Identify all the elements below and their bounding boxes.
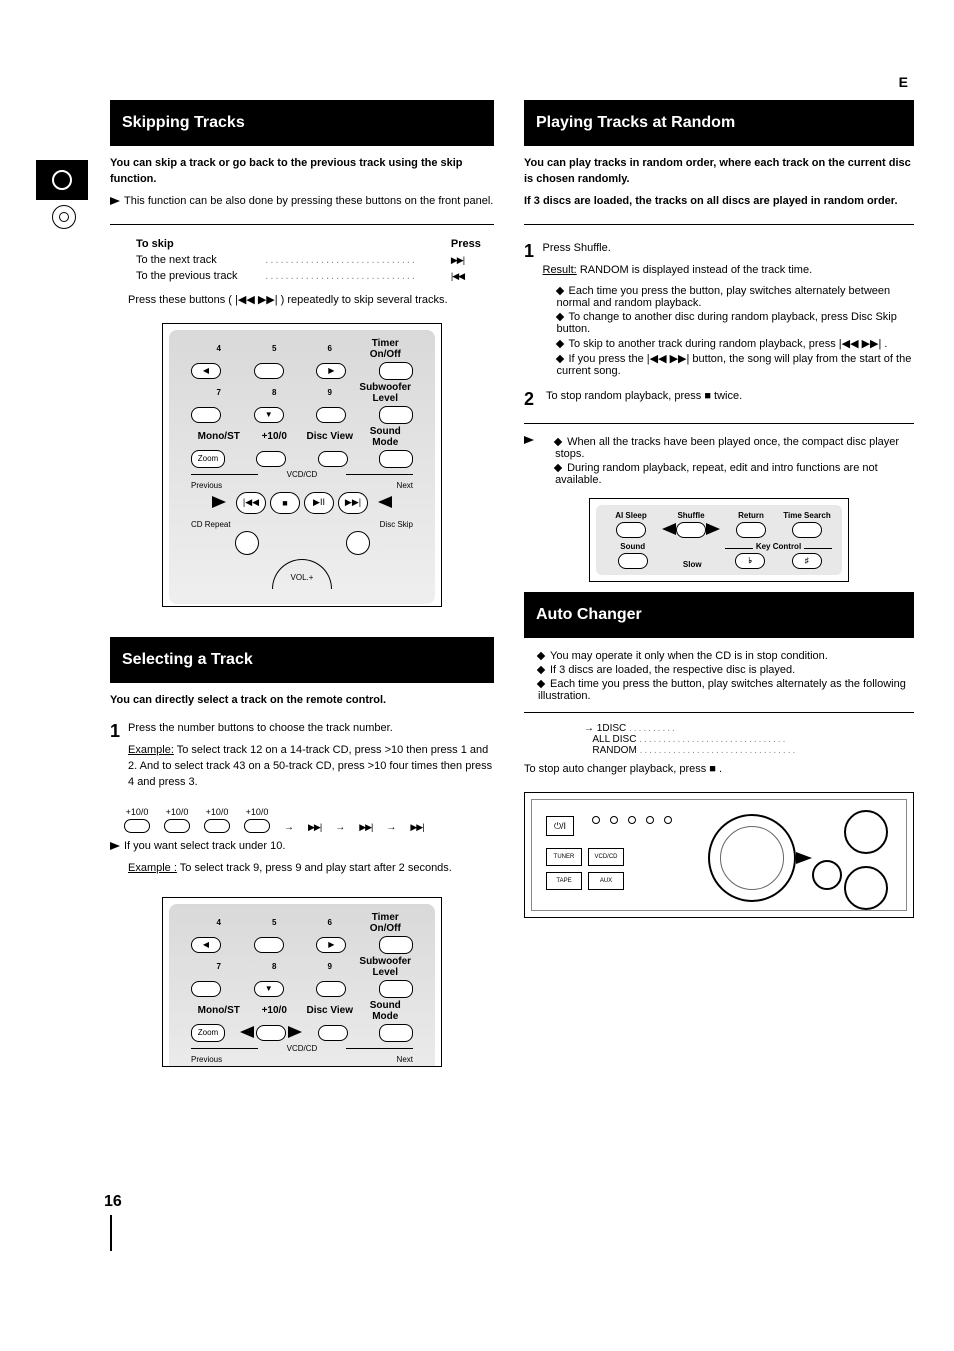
divider bbox=[110, 224, 494, 225]
zoom-button: Zoom bbox=[191, 450, 225, 468]
section-title-random: Playing Tracks at Random bbox=[524, 100, 914, 146]
page-language-tag: E bbox=[899, 74, 908, 90]
intro-text: You can directly select a track on the r… bbox=[110, 693, 494, 709]
knob bbox=[844, 866, 888, 910]
remote-shuffle-illustration: AI Sleep Shuffle Return Time Search Soun… bbox=[589, 498, 849, 582]
repeat-note: Press these buttons ( |◀◀ ▶▶| ) repeated… bbox=[128, 293, 494, 309]
intro-text: If 3 discs are loaded, the tracks on all… bbox=[524, 194, 914, 210]
stop-button: ■ bbox=[270, 492, 300, 514]
tips: When all the tracks have been played onc… bbox=[524, 434, 914, 488]
note: This function can be also done by pressi… bbox=[110, 194, 494, 210]
note: If you want select track under 10. bbox=[110, 839, 494, 855]
section-title-skipping: Skipping Tracks bbox=[110, 100, 494, 146]
disc-icon bbox=[52, 205, 76, 229]
section-title-auto-changer: Auto Changer bbox=[524, 592, 914, 638]
pointer-icon bbox=[212, 496, 226, 508]
list-item: Each time you press the button, play swi… bbox=[557, 285, 915, 309]
page-number-bar bbox=[110, 1215, 112, 1251]
remote-illustration: 456Timer On/Off ◀ ▶ 789Subwoofer Level ▼… bbox=[162, 323, 442, 607]
section-title-selecting: Selecting a Track bbox=[110, 637, 494, 683]
previous-label: Previous bbox=[191, 481, 222, 490]
intro-text: You can skip a track or go back to the p… bbox=[110, 156, 494, 188]
pointer-icon bbox=[796, 852, 812, 864]
auto-changer-sequence: → 1DISC .......... ALL DISC ............… bbox=[584, 723, 914, 756]
intro-text: You can play tracks in random order, whe… bbox=[524, 156, 914, 188]
play-pause-button: ▶II bbox=[304, 492, 334, 514]
table-row: To the next track.......................… bbox=[130, 253, 492, 267]
next-button: ▶▶| bbox=[338, 492, 368, 514]
plus10-row: +10/0 +10/0 +10/0 +10/0 → → → bbox=[124, 807, 494, 833]
list-item: To skip to another track during random p… bbox=[557, 337, 915, 350]
pointer-icon bbox=[378, 496, 392, 508]
prev-icon bbox=[451, 270, 464, 282]
remote-illustration-2: 456Timer On/Off ◀ ▶ 789Subwoofer Level ▼… bbox=[162, 897, 442, 1067]
step-1: 1 Press Shuffle. Result: RANDOM is displ… bbox=[524, 241, 914, 379]
circle-icon bbox=[52, 170, 72, 190]
vcd-cd-label: VCD/CD bbox=[191, 470, 413, 479]
prev-button: |◀◀ bbox=[236, 492, 266, 514]
page-number: 16 bbox=[104, 1193, 122, 1211]
side-tab bbox=[36, 160, 88, 200]
disc-skip-label: Disc Skip bbox=[380, 520, 413, 529]
auto-changer-stop: To stop auto changer playback, press ■ . bbox=[524, 762, 914, 778]
step-1: 1 Press the number buttons to choose the… bbox=[110, 721, 494, 797]
skip-table: To skipPress To the next track..........… bbox=[128, 235, 494, 285]
step-2: 2 To stop random playback, press ■ twice… bbox=[524, 389, 914, 411]
jog-dial bbox=[708, 814, 796, 902]
list-item: To change to another disc during random … bbox=[557, 311, 915, 335]
table-row: To the previous track...................… bbox=[130, 269, 492, 283]
cd-repeat-label: CD Repeat bbox=[191, 520, 231, 529]
auto-changer-list: You may operate it only when the CD is i… bbox=[538, 648, 914, 704]
next-icon bbox=[451, 254, 464, 266]
next-label: Next bbox=[397, 481, 413, 490]
indicator-row bbox=[592, 816, 672, 824]
list-item: If you press the |◀◀ ▶▶| button, the son… bbox=[557, 352, 915, 377]
power-button: ⏻/I bbox=[546, 816, 574, 836]
vol-label: VOL.+ bbox=[291, 573, 314, 582]
player-panel-illustration: ⏻/I TUNERVCD/CD TAPEAUX bbox=[524, 792, 914, 918]
knob bbox=[812, 860, 842, 890]
knob bbox=[844, 810, 888, 854]
note-arrow-icon bbox=[110, 197, 120, 205]
